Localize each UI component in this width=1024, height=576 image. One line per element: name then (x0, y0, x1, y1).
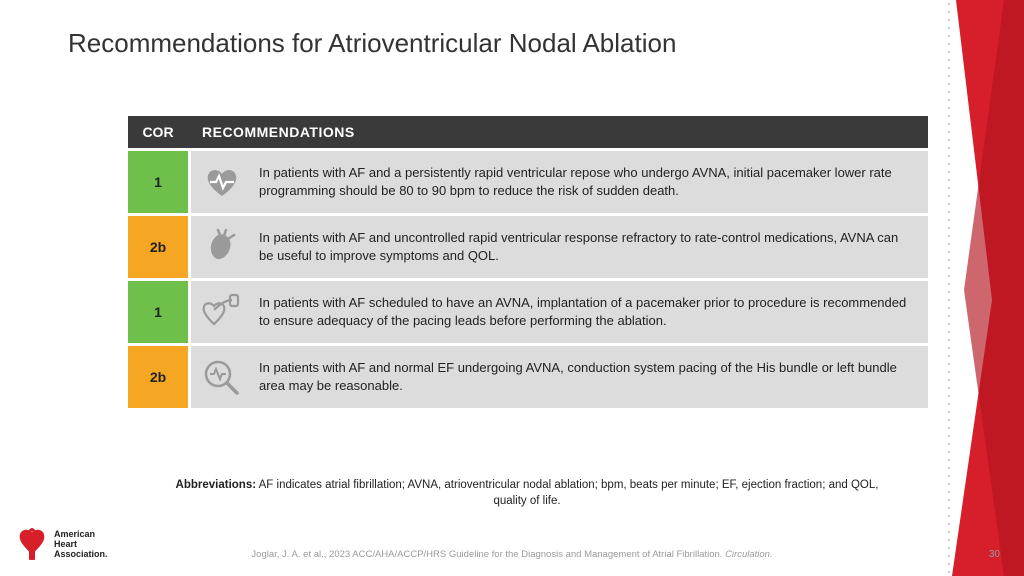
logo-text: American Heart Association. (54, 530, 108, 560)
cor-badge: 2b (128, 216, 188, 278)
dotted-divider (948, 0, 950, 576)
recommendation-cell: In patients with AF and normal EF underg… (191, 346, 928, 408)
table-row: 2b In patients with AF and normal EF unde… (128, 346, 928, 408)
recommendations-table: COR RECOMMENDATIONS 1 In patients with AF… (128, 116, 928, 408)
heart-organ-icon (199, 224, 245, 270)
page-number: 30 (989, 549, 1000, 560)
col-header-cor: COR (128, 116, 188, 148)
abbreviations-note: Abbreviations: AF indicates atrial fibri… (160, 478, 894, 509)
recommendation-text: In patients with AF scheduled to have an… (259, 294, 914, 329)
heartbeat-icon (199, 159, 245, 205)
recommendation-cell: In patients with AF scheduled to have an… (191, 281, 928, 343)
col-header-rec: RECOMMENDATIONS (188, 116, 928, 148)
cor-badge: 2b (128, 346, 188, 408)
table-row: 1 In patients with AF scheduled to have a… (128, 281, 928, 343)
recommendation-text: In patients with AF and a persistently r… (259, 164, 914, 199)
citation-main: Joglar, J. A. et al., 2023 ACC/AHA/ACCP/… (251, 549, 725, 560)
abbrev-label: Abbreviations: (176, 479, 257, 491)
recommendation-cell: In patients with AF and a persistently r… (191, 151, 928, 213)
table-header-row: COR RECOMMENDATIONS (128, 116, 928, 148)
aha-logo: American Heart Association. (18, 528, 108, 562)
table-row: 2b In patients with AF and uncontrolled r… (128, 216, 928, 278)
page-title: Recommendations for Atrioventricular Nod… (68, 28, 676, 59)
recommendation-text: In patients with AF and uncontrolled rap… (259, 229, 914, 264)
recommendation-cell: In patients with AF and uncontrolled rap… (191, 216, 928, 278)
heart-torch-icon (18, 528, 46, 562)
citation-footer: Joglar, J. A. et al., 2023 ACC/AHA/ACCP/… (0, 549, 1024, 560)
pacemaker-icon (199, 289, 245, 335)
table-row: 1 In patients with AF and a persistently … (128, 151, 928, 213)
abbrev-text: AF indicates atrial fibrillation; AVNA, … (256, 479, 878, 507)
cor-badge: 1 (128, 151, 188, 213)
cor-badge: 1 (128, 281, 188, 343)
recommendation-text: In patients with AF and normal EF underg… (259, 359, 914, 394)
citation-journal: Circulation. (725, 549, 773, 560)
magnify-pulse-icon (199, 354, 245, 400)
